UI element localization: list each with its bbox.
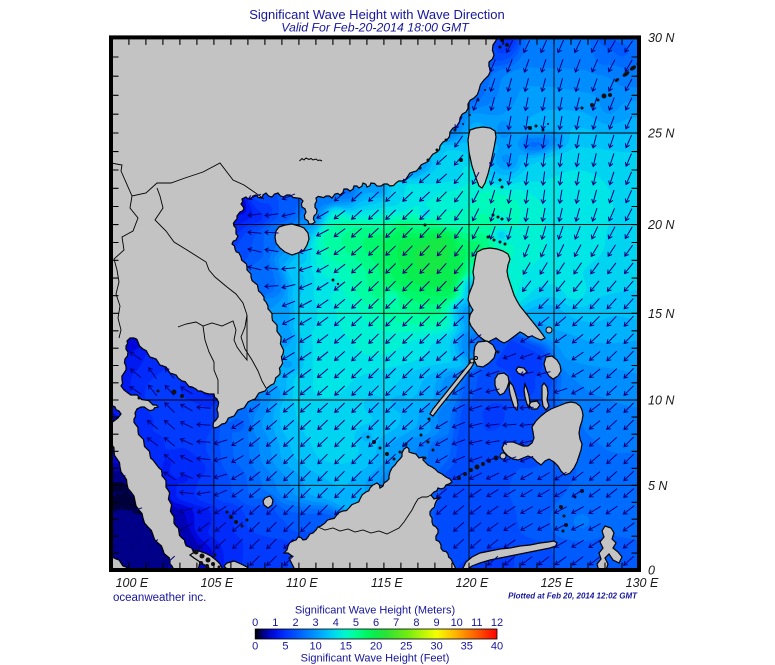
svg-text:9: 9 bbox=[433, 617, 439, 629]
svg-text:10 N: 10 N bbox=[648, 394, 675, 408]
svg-text:10: 10 bbox=[451, 617, 463, 629]
svg-text:10: 10 bbox=[309, 641, 321, 653]
svg-text:5 N: 5 N bbox=[648, 479, 668, 493]
svg-text:30: 30 bbox=[430, 641, 442, 653]
svg-text:7: 7 bbox=[393, 617, 399, 629]
svg-text:115 E: 115 E bbox=[371, 576, 403, 590]
svg-text:0: 0 bbox=[648, 564, 655, 578]
svg-text:110 E: 110 E bbox=[286, 576, 318, 590]
svg-text:2: 2 bbox=[292, 617, 298, 629]
svg-text:125 E: 125 E bbox=[541, 576, 574, 590]
svg-text:25 N: 25 N bbox=[647, 127, 675, 141]
svg-text:4: 4 bbox=[333, 617, 339, 629]
svg-text:130 E: 130 E bbox=[626, 576, 659, 590]
svg-text:5: 5 bbox=[353, 617, 359, 629]
svg-text:25: 25 bbox=[400, 641, 412, 653]
svg-text:Significant Wave Height with W: Significant Wave Height with Wave Direct… bbox=[249, 7, 505, 22]
svg-text:6: 6 bbox=[373, 617, 379, 629]
svg-text:100 E: 100 E bbox=[116, 576, 149, 590]
svg-text:30 N: 30 N bbox=[648, 31, 675, 45]
svg-text:Valid For Feb-20-2014 18:00 GM: Valid For Feb-20-2014 18:00 GMT bbox=[281, 21, 470, 35]
svg-text:105 E: 105 E bbox=[201, 576, 234, 590]
svg-text:35: 35 bbox=[461, 641, 473, 653]
svg-text:11: 11 bbox=[471, 617, 482, 629]
svg-text:Plotted at Feb 20, 2014 12:02: Plotted at Feb 20, 2014 12:02 GMT bbox=[508, 592, 638, 601]
svg-text:0: 0 bbox=[252, 641, 258, 653]
svg-text:15: 15 bbox=[340, 641, 352, 653]
svg-text:120 E: 120 E bbox=[456, 576, 489, 590]
svg-text:40: 40 bbox=[491, 641, 503, 653]
svg-text:20 N: 20 N bbox=[647, 218, 675, 232]
svg-text:12: 12 bbox=[491, 617, 503, 629]
svg-text:Significant Wave Height (Feet): Significant Wave Height (Feet) bbox=[301, 653, 450, 665]
svg-text:15 N: 15 N bbox=[648, 307, 675, 321]
svg-text:Significant Wave Height (Meter: Significant Wave Height (Meters) bbox=[295, 605, 455, 617]
svg-text:20: 20 bbox=[370, 641, 382, 653]
svg-text:oceanweather inc.: oceanweather inc. bbox=[113, 592, 206, 604]
svg-text:5: 5 bbox=[282, 641, 288, 653]
svg-text:1: 1 bbox=[272, 617, 278, 629]
svg-text:8: 8 bbox=[413, 617, 419, 629]
svg-text:0: 0 bbox=[252, 617, 258, 629]
svg-text:3: 3 bbox=[313, 617, 319, 629]
